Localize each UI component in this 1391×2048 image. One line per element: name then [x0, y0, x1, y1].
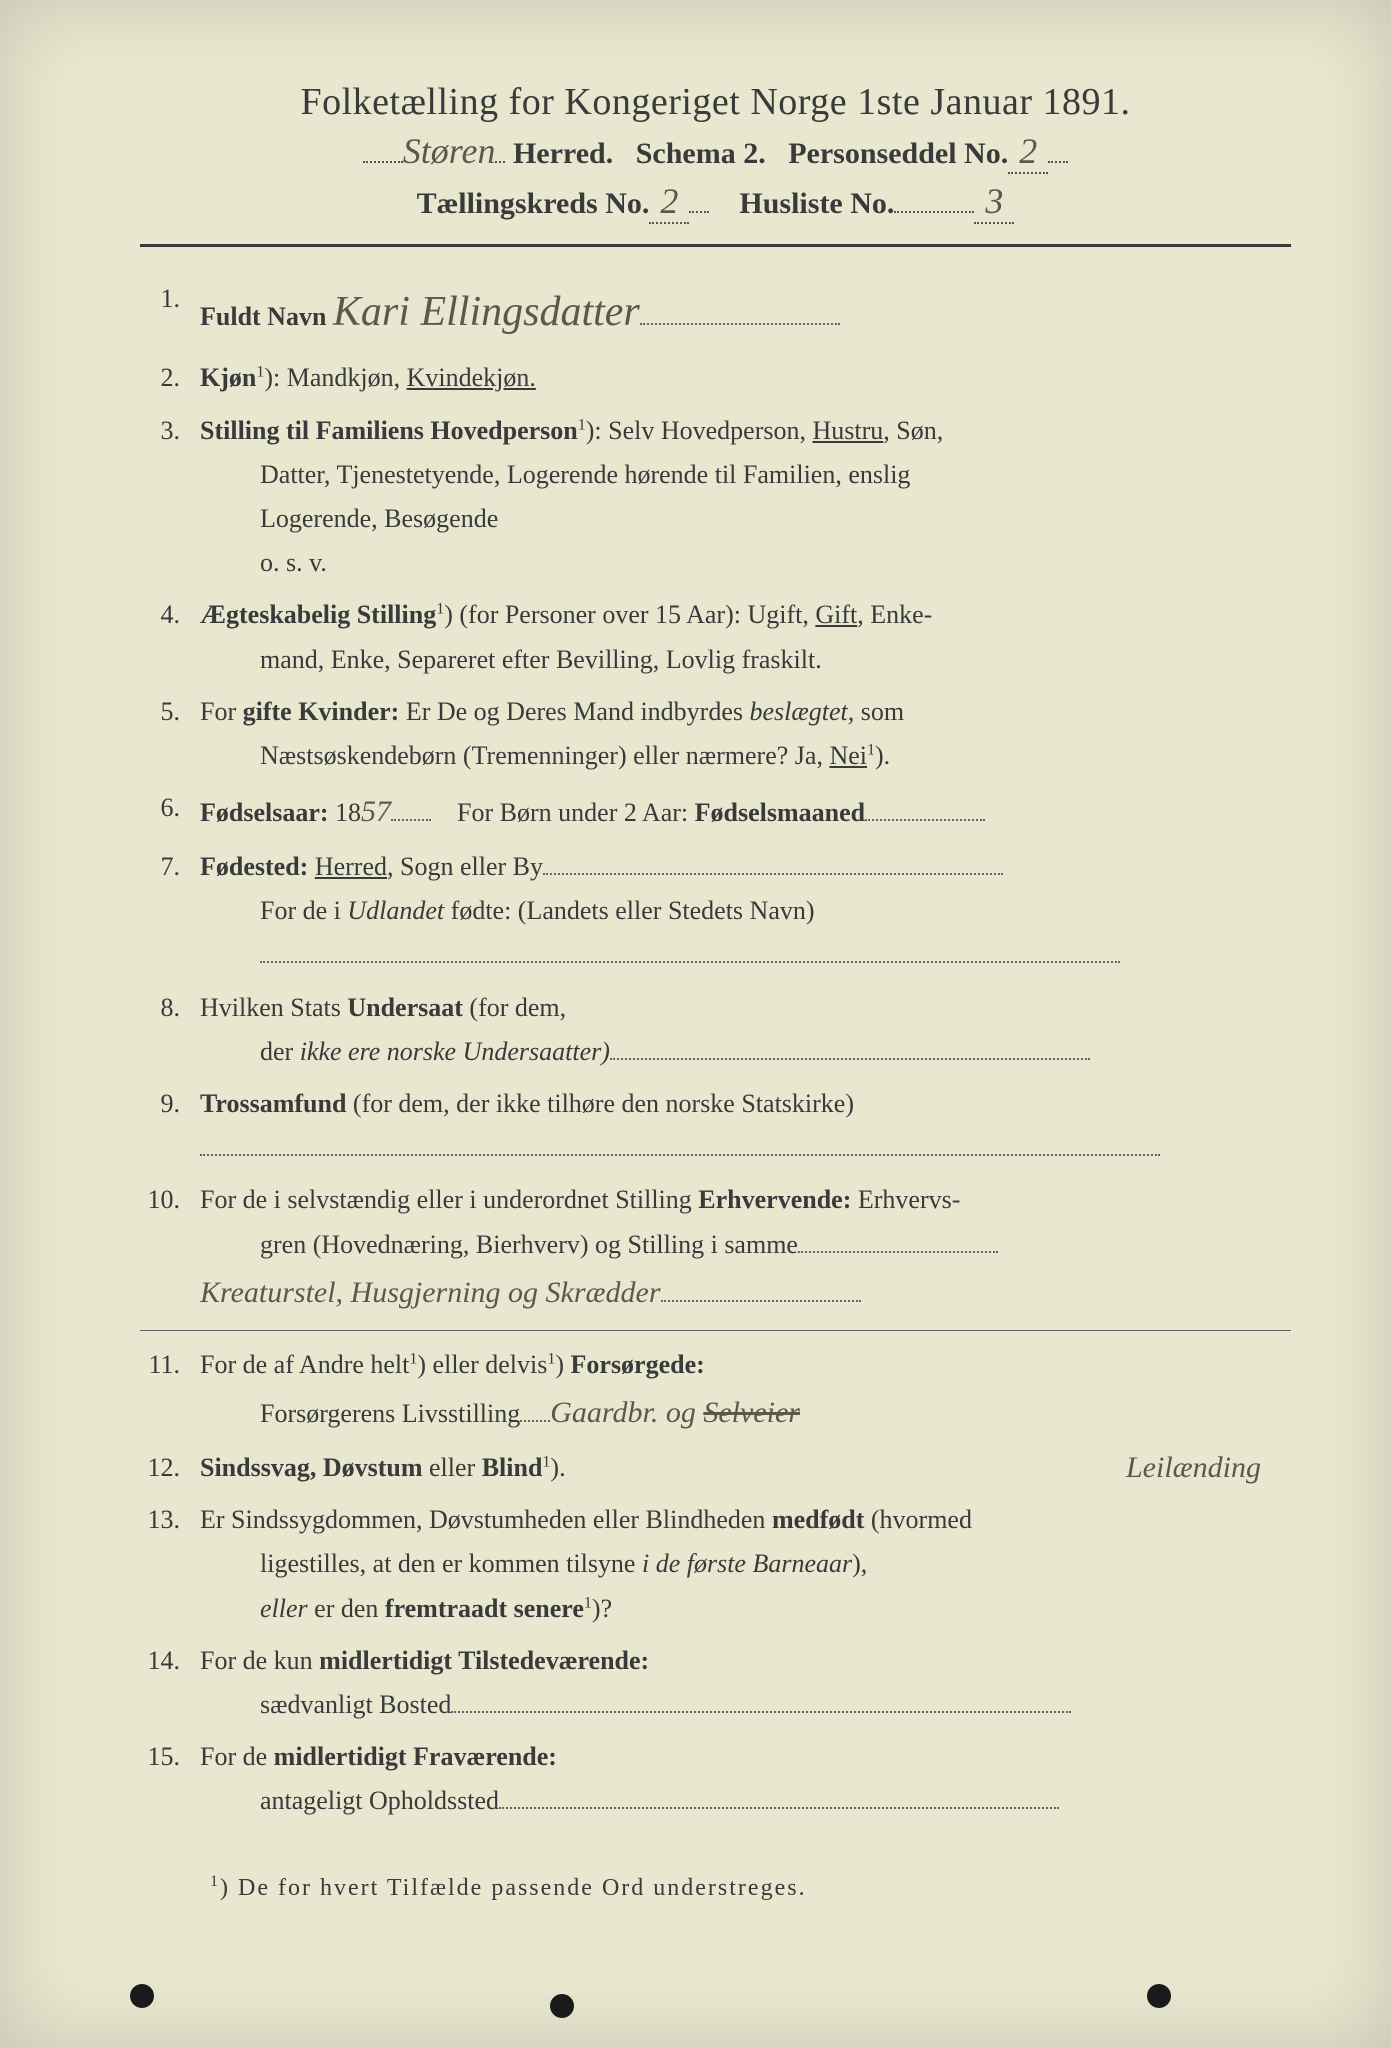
thin-divider [140, 1330, 1291, 1331]
q12-num: 12. [140, 1446, 200, 1490]
q11-value: Gaardbr. og [550, 1396, 703, 1429]
personseddel-no: 2 [1008, 130, 1048, 174]
form-body: 1. Fuldt Navn Kari Ellingsdatter 2. Kjøn… [140, 277, 1291, 1823]
q6-label: Fødselsaar: [200, 798, 329, 827]
q11: 11. For de af Andre helt1) eller delvis1… [140, 1343, 1291, 1438]
q13: 13. Er Sindssygdommen, Døvstumheden elle… [140, 1498, 1291, 1631]
q12-label-b: Blind [482, 1453, 543, 1482]
q2-opt: Mandkjøn, [287, 363, 407, 392]
q3-num: 3. [140, 409, 200, 586]
q5-num: 5. [140, 690, 200, 778]
husliste-no: 3 [974, 180, 1014, 224]
census-form-page: Folketælling for Kongeriget Norge 1ste J… [0, 0, 1391, 2048]
q5: 5. For gifte Kvinder: Er De og Deres Man… [140, 690, 1291, 778]
q3-label: Stilling til Familiens Hovedperson [200, 416, 578, 445]
q12: 12. Sindssvag, Døvstum eller Blind1). Le… [140, 1446, 1291, 1490]
husliste-label: Husliste No. [739, 187, 894, 220]
q7: 7. Fødested: Herred, Sogn eller By For d… [140, 845, 1291, 978]
taellingskreds-label: Tællingskreds No. [417, 187, 650, 220]
q4-label: Ægteskabelig Stilling [200, 600, 436, 629]
subheader-line-1: Støren Herred. Schema 2. Personseddel No… [140, 130, 1291, 174]
q3: 3. Stilling til Familiens Hovedperson1):… [140, 409, 1291, 586]
q6: 6. Fødselsaar: 1857 For Børn under 2 Aar… [140, 786, 1291, 837]
q11-value2: Leilænding [1126, 1442, 1261, 1493]
q2: 2. Kjøn1): Mandkjøn, Kvindekjøn. [140, 356, 1291, 400]
q10-label: Erhvervende: [698, 1185, 851, 1214]
q8-label: Undersaat [347, 993, 463, 1022]
q14: 14. For de kun midlertidigt Tilstedevære… [140, 1639, 1291, 1727]
q8-num: 8. [140, 986, 200, 1074]
q9-label: Trossamfund [200, 1089, 346, 1118]
punch-hole-icon [1147, 1984, 1171, 2008]
subheader-line-2: Tællingskreds No.2 Husliste No. 3 [140, 180, 1291, 224]
q14-num: 14. [140, 1639, 200, 1727]
q10-num: 10. [140, 1178, 200, 1317]
header-block: Folketælling for Kongeriget Norge 1ste J… [140, 80, 1291, 224]
q8: 8. Hvilken Stats Undersaat (for dem, der… [140, 986, 1291, 1074]
q3-selected: Hustru [813, 416, 884, 445]
herred-label: Herred. [513, 137, 613, 170]
q15-num: 15. [140, 1735, 200, 1823]
q2-selected: Kvindekjøn. [407, 363, 536, 392]
q11-value-strike: Selveier [703, 1396, 800, 1429]
q1-label: Fuldt Navn [200, 302, 326, 331]
q10: 10. For de i selvstændig eller i underor… [140, 1178, 1291, 1317]
q7-label: Fødested: [200, 852, 308, 881]
q15: 15. For de midlertidigt Fraværende: anta… [140, 1735, 1291, 1823]
q4-selected: Gift [815, 600, 857, 629]
q1-value: Kari Ellingsdatter [333, 289, 640, 335]
q1: 1. Fuldt Navn Kari Ellingsdatter [140, 277, 1291, 348]
q5-selected: Nei [829, 741, 867, 770]
herred-value: Støren [403, 131, 496, 171]
q6-num: 6. [140, 786, 200, 837]
schema-label: Schema 2. [636, 137, 766, 170]
q7-num: 7. [140, 845, 200, 978]
q7-selected: Herred [315, 852, 387, 881]
main-title: Folketælling for Kongeriget Norge 1ste J… [140, 80, 1291, 124]
personseddel-label: Personseddel No. [788, 137, 1008, 170]
q12-label-a: Sindssvag, Døvstum [200, 1453, 423, 1482]
q2-label: Kjøn [200, 363, 256, 392]
q2-num: 2. [140, 356, 200, 400]
q4-num: 4. [140, 593, 200, 681]
q9: 9. Trossamfund (for dem, der ikke tilhør… [140, 1082, 1291, 1170]
taellingskreds-no: 2 [649, 180, 689, 224]
q11-label: Forsørgede: [571, 1350, 705, 1379]
q6-year: 57 [361, 795, 391, 828]
q11-num: 11. [140, 1343, 200, 1438]
q5-label: gifte Kvinder: [243, 697, 400, 726]
q15-label: midlertidigt Fraværende: [274, 1742, 557, 1771]
q4: 4. Ægteskabelig Stilling1) (for Personer… [140, 593, 1291, 681]
q13-num: 13. [140, 1498, 200, 1631]
q10-value: Kreaturstel, Husgjerning og Skrædder [200, 1276, 661, 1309]
divider [140, 244, 1291, 247]
q9-num: 9. [140, 1082, 200, 1170]
q14-label: midlertidigt Tilstedeværende: [319, 1646, 649, 1675]
q13-label: medfødt [772, 1505, 864, 1534]
punch-hole-icon [130, 1984, 154, 2008]
footnote: 1) De for hvert Tilfælde passende Ord un… [210, 1873, 1291, 1902]
q1-num: 1. [140, 277, 200, 348]
punch-hole-icon [550, 1994, 574, 2018]
